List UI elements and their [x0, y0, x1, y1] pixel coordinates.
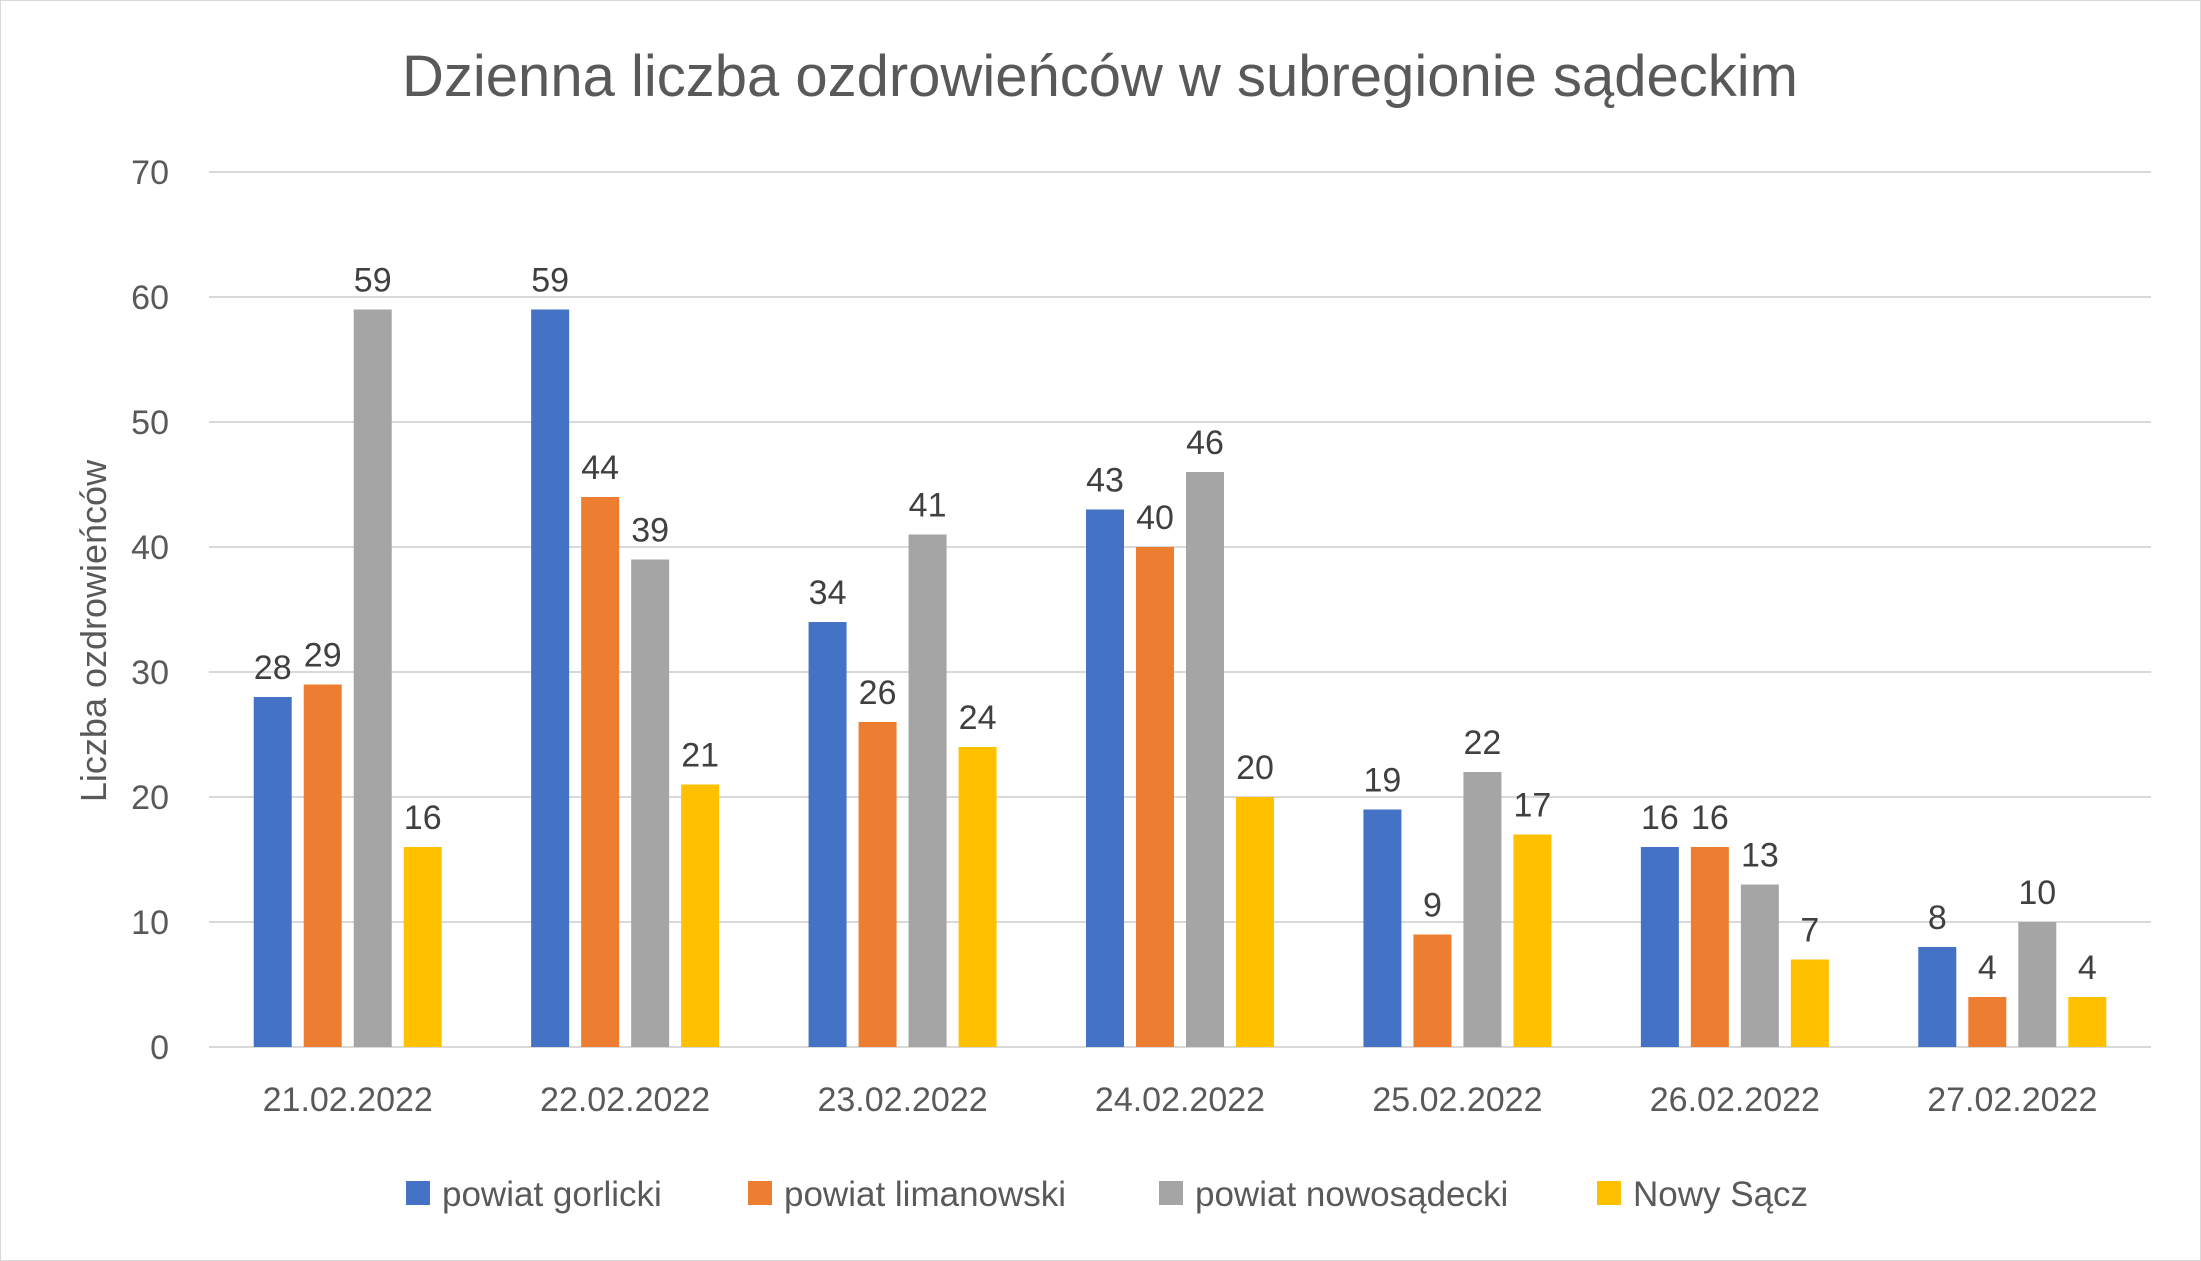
legend-swatch: [406, 1181, 430, 1205]
bar: [1690, 847, 1729, 1047]
data-label: 26: [859, 674, 897, 712]
data-label: 17: [1514, 787, 1552, 825]
data-label: 16: [1691, 799, 1729, 837]
bar: [858, 722, 897, 1047]
data-label: 9: [1423, 887, 1442, 925]
data-label: 10: [2018, 874, 2056, 912]
bar: [1513, 834, 1552, 1047]
data-label: 46: [1186, 424, 1224, 462]
data-label: 43: [1086, 462, 1124, 500]
y-axis-title: Liczba ozdrowieńców: [73, 459, 114, 802]
bar: [303, 684, 342, 1047]
data-label: 4: [2078, 949, 2097, 987]
y-tick-label: 10: [131, 904, 169, 942]
bar: [1640, 847, 1679, 1047]
data-label: 28: [254, 649, 292, 687]
x-tick-label: 25.02.2022: [1372, 1081, 1542, 1119]
bar: [1463, 772, 1502, 1047]
data-label: 7: [1800, 912, 1819, 950]
x-axis-categories: 21.02.2022 22.02.2022 23.02.2022 24.02.2022…: [263, 1081, 2098, 1119]
data-label: 40: [1136, 499, 1174, 537]
x-tick-label: 24.02.2022: [1095, 1081, 1265, 1119]
bar: [1363, 809, 1402, 1047]
data-label: 22: [1464, 724, 1502, 762]
bar: [1413, 934, 1452, 1047]
y-tick-label: 60: [131, 279, 169, 317]
bar: [958, 747, 997, 1047]
legend-label: powiat limanowski: [784, 1175, 1066, 1214]
chart-title: Dzienna liczba ozdrowieńców w subregioni…: [402, 44, 1798, 109]
data-label: 19: [1364, 762, 1402, 800]
y-axis-ticks: 0 10 20 30 40 50 60 70: [131, 154, 169, 1067]
legend-swatch: [1159, 1181, 1183, 1205]
data-label: 8: [1928, 899, 1947, 937]
data-label: 41: [909, 487, 947, 525]
data-label: 59: [531, 262, 569, 300]
bar: [581, 497, 620, 1047]
legend: powiat gorlicki powiat limanowski powiat n…: [406, 1175, 1808, 1214]
bar: [1790, 959, 1829, 1047]
x-tick-label: 22.02.2022: [540, 1081, 710, 1119]
bar: [1740, 884, 1779, 1047]
legend-swatch: [1597, 1181, 1621, 1205]
y-tick-label: 20: [131, 779, 169, 817]
bar: [908, 534, 947, 1047]
bar: [631, 559, 670, 1047]
y-tick-label: 0: [150, 1029, 169, 1067]
data-label: 20: [1236, 749, 1274, 787]
bar: [1186, 472, 1224, 1047]
data-label: 21: [681, 737, 719, 775]
data-label: 13: [1741, 837, 1779, 875]
x-tick-label: 27.02.2022: [1927, 1081, 2097, 1119]
legend-label: powiat gorlicki: [442, 1175, 662, 1214]
bar: [2018, 922, 2057, 1047]
x-tick-label: 23.02.2022: [817, 1081, 987, 1119]
y-tick-label: 50: [131, 404, 169, 442]
bar: [2068, 997, 2107, 1047]
bars: [253, 309, 2107, 1047]
data-label: 16: [1641, 799, 1679, 837]
data-label: 34: [809, 574, 847, 612]
bar: [1236, 797, 1274, 1047]
legend-label: Nowy Sącz: [1633, 1175, 1808, 1214]
bar: [353, 309, 392, 1047]
bar: [1918, 947, 1957, 1047]
data-label: 44: [581, 449, 619, 487]
bar: [1968, 997, 2007, 1047]
data-label: 24: [959, 699, 997, 737]
bar: [1136, 547, 1174, 1047]
bar: [531, 309, 570, 1047]
legend-swatch: [748, 1181, 772, 1205]
bar: [403, 847, 442, 1047]
data-label: 29: [304, 637, 342, 675]
data-label: 59: [354, 262, 392, 300]
x-tick-label: 26.02.2022: [1650, 1081, 1820, 1119]
y-tick-label: 40: [131, 529, 169, 567]
y-tick-label: 30: [131, 654, 169, 692]
data-label: 4: [1978, 949, 1997, 987]
legend-label: powiat nowosądecki: [1195, 1175, 1508, 1214]
data-label: 39: [631, 512, 669, 550]
bar: [1086, 509, 1124, 1047]
bar: [808, 622, 847, 1047]
y-tick-label: 70: [131, 154, 169, 192]
gridlines: [209, 171, 2151, 1048]
bar: [681, 784, 720, 1047]
bar: [253, 697, 292, 1047]
data-label: 16: [404, 799, 442, 837]
x-tick-label: 21.02.2022: [263, 1081, 433, 1119]
